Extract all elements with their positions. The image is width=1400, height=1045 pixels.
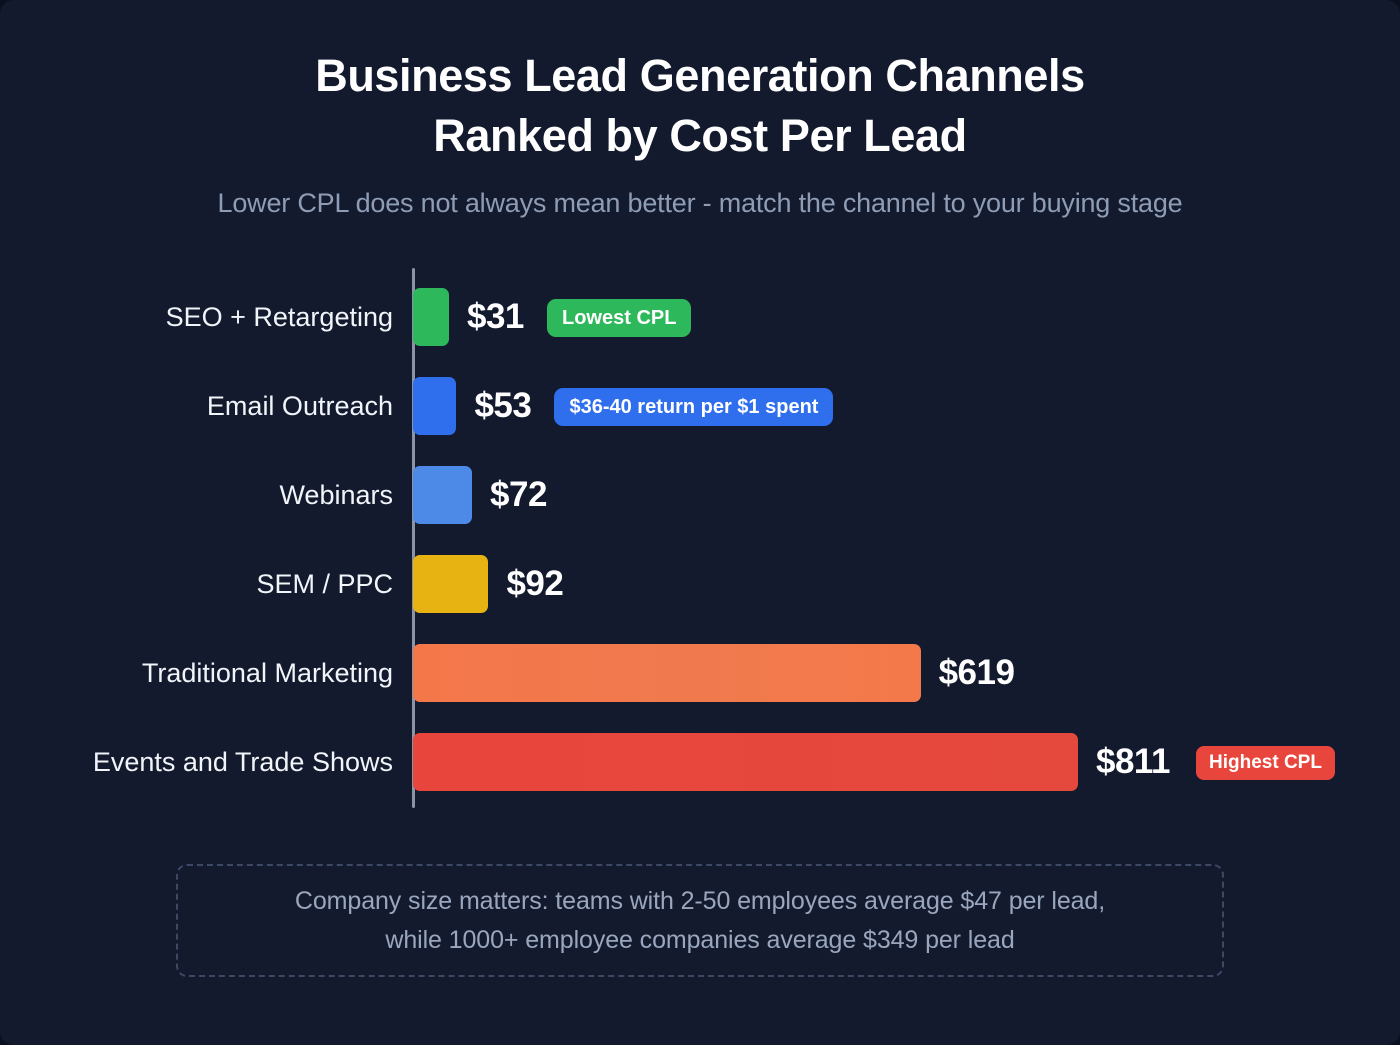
footnote-line-2: while 1000+ employee companies average $… [385, 925, 1015, 954]
bar-value-label: $53 [474, 386, 532, 425]
bar-badge[interactable]: Highest CPL [1196, 746, 1335, 780]
bar-value-label: $72 [490, 475, 547, 514]
bar-1[interactable] [413, 288, 449, 346]
bar-value-label: $31 [467, 297, 524, 336]
bar-category-label: Traditional Marketing [141, 658, 393, 688]
bar-row: Traditional Marketing $619 [0, 644, 1400, 702]
bar-chart-plot-area: SEO + Retargeting $31 Lowest CPL Email Outr… [0, 268, 1400, 808]
bar-badge[interactable]: Lowest CPL [547, 299, 692, 337]
title-line-2: Ranked by Cost Per Lead [433, 109, 967, 161]
bar-category-label: Email Outreach [206, 391, 393, 421]
bar-value-label: $619 [938, 653, 1015, 692]
bar-row: SEO + Retargeting $31 Lowest CPL [0, 288, 1400, 346]
title-line-1: Business Lead Generation Channels [315, 50, 1085, 101]
bar-4[interactable] [413, 555, 489, 613]
bar-category-label: Webinars [279, 480, 393, 510]
chart-header: Business Lead Generation Channels Ranked… [0, 0, 1400, 219]
bar-value-label: $811 [1096, 742, 1170, 781]
page-title: Business Lead Generation Channels Ranked… [0, 46, 1400, 166]
footnote-line-1: Company size matters: teams with 2-50 em… [294, 886, 1106, 915]
bar-category-label: Events and Trade Shows [92, 747, 393, 777]
bar-badge[interactable]: $36-40 return per $1 spent [554, 388, 834, 426]
bar-row: Webinars $72 [0, 466, 1400, 524]
bar-5[interactable] [413, 644, 921, 702]
footnote-box: Company size matters: teams with 2-50 em… [176, 864, 1224, 977]
bar-value-label: $92 [506, 564, 564, 603]
bar-6[interactable] [413, 733, 1078, 791]
bar-2[interactable] [413, 377, 457, 435]
bar-row: Email Outreach $53 $36-40 return per $1 sp… [0, 377, 1400, 435]
bar-3[interactable] [413, 466, 473, 524]
vertical-axis-line [412, 268, 415, 808]
bar-row: SEM / PPC $92 [0, 555, 1400, 613]
bar-category-label: SEO + Retargeting [165, 302, 393, 332]
bar-row: Events and Trade Shows $811 Highest CPL [0, 733, 1400, 791]
chart-subtitle: Lower CPL does not always mean better - … [217, 187, 1183, 218]
bar-category-label: SEM / PPC [256, 569, 393, 599]
